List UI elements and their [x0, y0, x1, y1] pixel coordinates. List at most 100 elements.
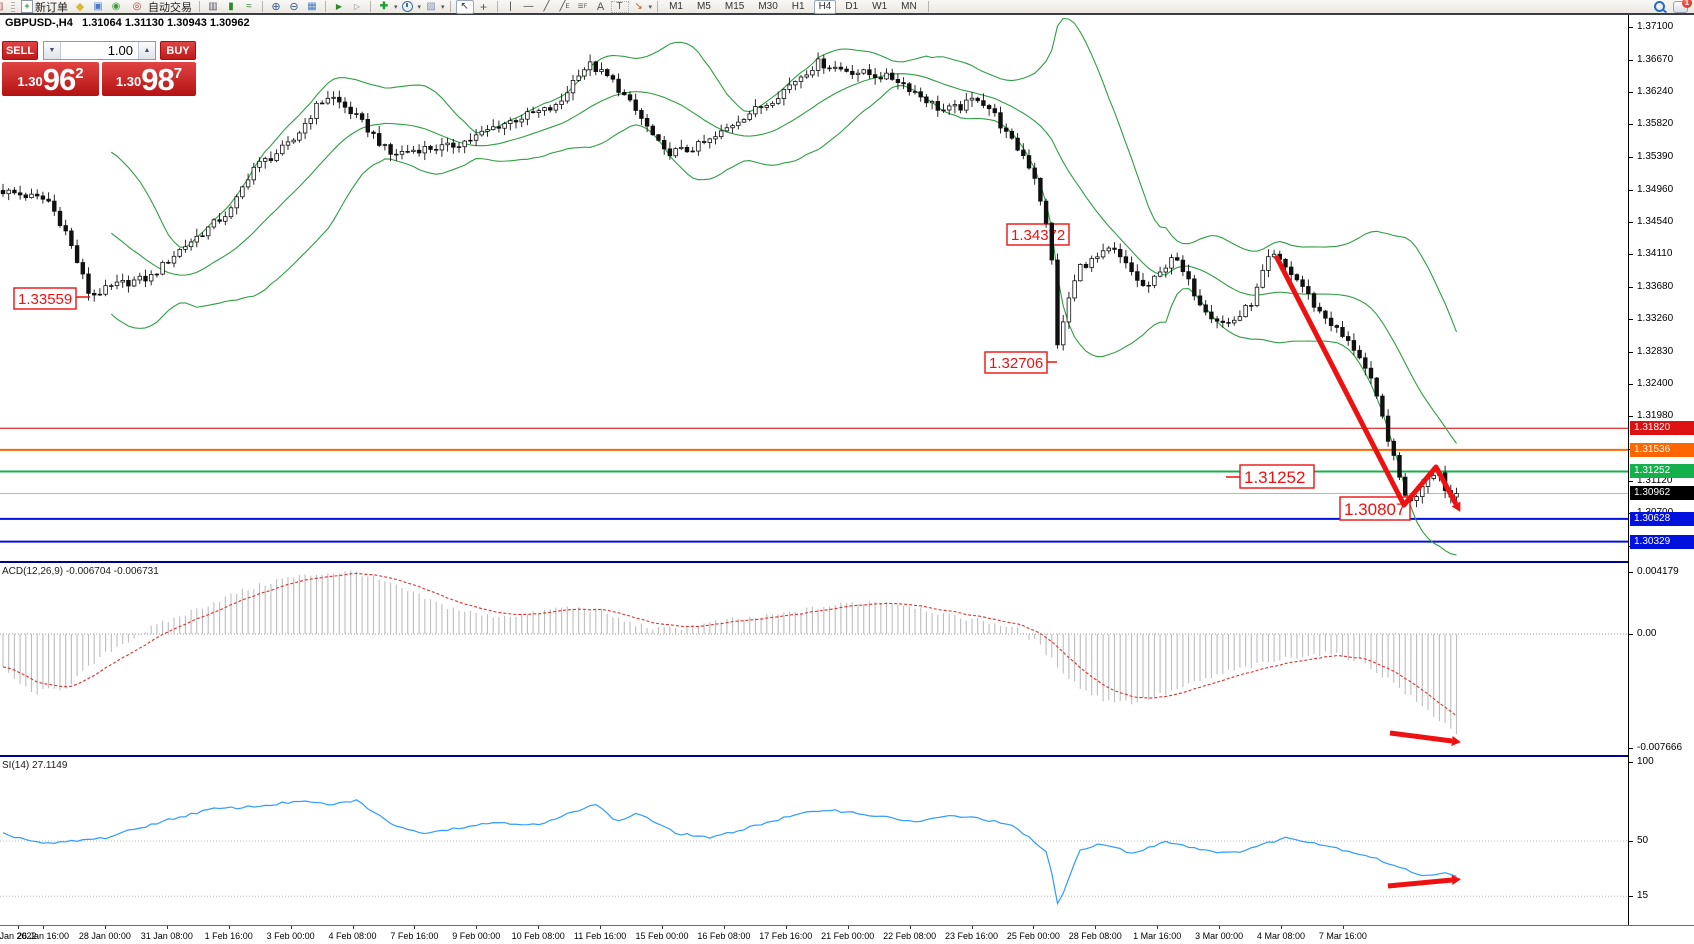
- periods-icon[interactable]: [400, 1, 416, 13]
- crosshair-tool-icon[interactable]: +: [480, 0, 488, 14]
- signal-icon[interactable]: ◉: [111, 0, 121, 12]
- sell-price-box[interactable]: 1.30 96 2: [2, 62, 99, 96]
- buy-price-box[interactable]: 1.30 98 7: [102, 62, 196, 96]
- timeframe-button-m15[interactable]: M15: [724, 0, 745, 12]
- auto-trading-button[interactable]: ◎ 自动交易: [125, 0, 195, 14]
- time-tick-label: 21 Feb 00:00: [821, 931, 875, 941]
- auto-scroll-icon[interactable]: ▶: [335, 1, 343, 11]
- axis-tick: [1629, 351, 1633, 353]
- svg-text:1.34372: 1.34372: [1011, 227, 1065, 244]
- time-tick-label: 7 Feb 16:00: [390, 931, 439, 941]
- text-label-tool-icon[interactable]: T: [610, 0, 629, 13]
- time-tick-label: 28 Feb 08:00: [1068, 931, 1122, 941]
- zoom-in-icon[interactable]: ⊕: [271, 0, 281, 13]
- ohlc-values: 1.31064 1.31130 1.30943 1.30962: [82, 17, 250, 29]
- macd-axis-label: 0.00: [1637, 628, 1657, 639]
- new-order-button[interactable]: + 新订单: [18, 0, 71, 14]
- vertical-line-tool-icon[interactable]: |: [509, 0, 512, 12]
- time-tick-label: 26 Jan 16:00: [16, 931, 70, 941]
- volume-increase-button[interactable]: ▲: [138, 42, 155, 59]
- axis-tick: [1629, 747, 1633, 749]
- volume-stepper: ▼ 1.00 ▲: [43, 41, 156, 60]
- time-tick: [909, 926, 911, 929]
- bar-chart-icon[interactable]: ▥: [208, 0, 218, 12]
- volume-value[interactable]: 1.00: [107, 43, 133, 58]
- pane-separator[interactable]: [0, 561, 1694, 563]
- main-chart-canvas[interactable]: 1.34372 1.33559 1.32706 1.31252 1.30807: [0, 15, 1628, 561]
- buy-button[interactable]: BUY: [160, 41, 196, 60]
- price-tick-label: 1.37100: [1637, 21, 1674, 32]
- axis-tick: [1629, 634, 1633, 635]
- axis-tick: [1629, 841, 1633, 842]
- axis-tick: [1629, 384, 1633, 386]
- time-tick: [847, 926, 849, 929]
- price-tick-label: 1.33260: [1637, 312, 1674, 324]
- svg-text:1.32706: 1.32706: [989, 355, 1043, 372]
- time-tick: [1157, 926, 1159, 929]
- time-axis[interactable]: Jan 2022 26 Jan 16:00 28 Jan 00:00 31 Jan 0…: [0, 925, 1694, 944]
- timeframe-button-d1[interactable]: D1: [845, 0, 859, 12]
- price-level-badge: 1.30962: [1630, 486, 1694, 501]
- market-watch-icon[interactable]: ◆: [75, 0, 85, 13]
- buy-price-small: 1.30: [115, 74, 142, 89]
- price-tick-label: 1.34110: [1637, 248, 1673, 260]
- chart-shift-icon[interactable]: ▷: [353, 1, 361, 11]
- price-level-badge: 1.30329: [1630, 534, 1694, 549]
- arrows-dropdown-icon[interactable]: ▾: [648, 3, 653, 11]
- axis-tick: [1629, 896, 1633, 898]
- time-tick-label: 28 Jan 00:00: [78, 931, 131, 941]
- tile-windows-icon[interactable]: ▦: [307, 0, 317, 12]
- timeframe-button-h1[interactable]: H1: [791, 0, 805, 12]
- horizontal-line-tool-icon[interactable]: —: [523, 0, 534, 12]
- macd-axis-label: 0.004179: [1637, 565, 1679, 577]
- indicators-icon[interactable]: ✚: [379, 0, 389, 12]
- time-tick: [785, 926, 787, 929]
- axis-tick: [1629, 59, 1633, 61]
- axis-tick: [1629, 92, 1633, 94]
- volume-decrease-button[interactable]: ▼: [44, 42, 61, 59]
- pane-separator[interactable]: [0, 755, 1694, 757]
- trendline-tool-icon[interactable]: ╱: [543, 0, 550, 12]
- indicators-dropdown-icon[interactable]: ▾: [394, 3, 398, 11]
- rsi-label: SI(14) 27.1149: [2, 760, 68, 771]
- candlestick-chart-icon[interactable]: ▮: [228, 0, 234, 12]
- arrows-tool-icon[interactable]: ↘: [634, 0, 643, 12]
- timeframe-button-mn[interactable]: MN: [901, 0, 917, 12]
- time-tick: [723, 926, 725, 929]
- sell-button[interactable]: SELL: [2, 41, 38, 60]
- channel-tool-icon[interactable]: ╱ E: [559, 0, 570, 12]
- text-tool-icon[interactable]: A: [596, 0, 605, 13]
- rsi-pane-canvas[interactable]: [0, 757, 1628, 925]
- timeframe-button-w1[interactable]: W1: [872, 0, 888, 12]
- time-tick: [662, 926, 663, 929]
- buy-price-big: 98: [141, 62, 174, 97]
- time-tick-label: Jan 2022: [0, 931, 37, 941]
- templates-icon[interactable]: ▨: [426, 0, 436, 12]
- timeframe-button-m1[interactable]: M1: [669, 0, 683, 12]
- cursor-tool-icon[interactable]: ↖: [455, 0, 474, 14]
- sell-price-sup: 2: [75, 65, 84, 82]
- templates-dropdown-icon[interactable]: ▾: [441, 3, 445, 11]
- time-tick-label: 3 Mar 00:00: [1195, 931, 1244, 941]
- price-tick-label: 1.33680: [1637, 280, 1674, 292]
- time-tick-label: 15 Feb 00:00: [635, 931, 689, 941]
- timeframe-button-h4[interactable]: H4: [813, 0, 837, 14]
- line-chart-icon[interactable]: ≈: [246, 0, 252, 12]
- macd-pane-canvas[interactable]: [0, 563, 1628, 755]
- price-axis[interactable]: 1.37100 1.36670 1.36240 1.35820 1.35390 1.349…: [1628, 15, 1694, 925]
- clipped-icon: ▥: [0, 1, 7, 13]
- timeframe-button-m5[interactable]: M5: [696, 0, 711, 12]
- periods-dropdown-icon[interactable]: ▾: [417, 3, 422, 11]
- time-tick: [600, 926, 602, 929]
- chat-icon[interactable]: 1: [1673, 0, 1692, 13]
- time-tick-label: 4 Mar 08:00: [1256, 931, 1306, 941]
- time-tick: [1219, 926, 1221, 929]
- search-icon[interactable]: [1654, 1, 1665, 12]
- time-tick-label: 16 Feb 08:00: [697, 931, 751, 941]
- time-tick-label: 23 Feb 16:00: [944, 931, 999, 941]
- zoom-out-icon[interactable]: ⊖: [289, 0, 299, 13]
- price-tick-label: 1.35390: [1637, 150, 1674, 162]
- window-icon[interactable]: ▣: [93, 0, 103, 12]
- timeframe-button-m30[interactable]: M30: [758, 0, 778, 12]
- fibonacci-tool-icon[interactable]: ≡ F: [577, 0, 588, 12]
